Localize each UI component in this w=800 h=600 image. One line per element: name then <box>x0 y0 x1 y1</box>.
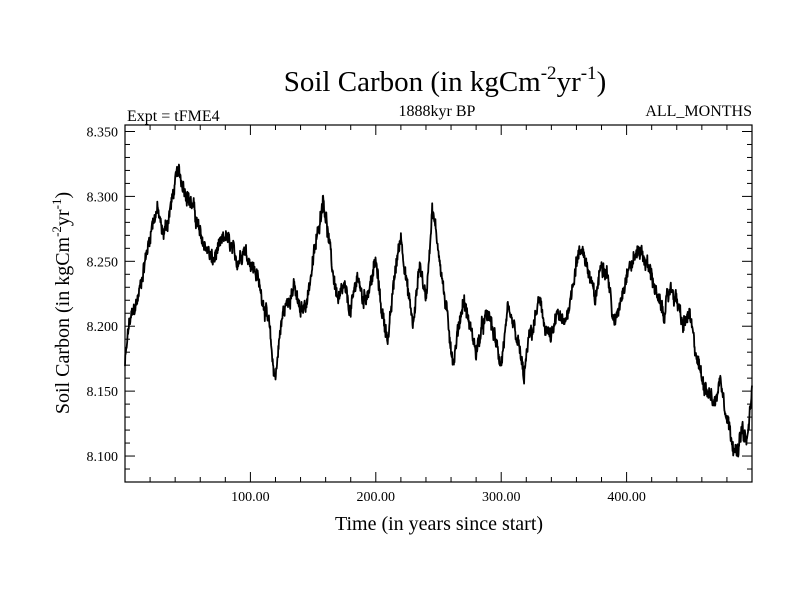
months-label: ALL_MONTHS <box>645 103 752 120</box>
experiment-label: Expt = tFME4 <box>127 108 220 125</box>
y-axis-ticks: 8.100 8.150 8.200 8.250 8.300 8.350 <box>87 125 752 470</box>
y-tick-label: 8.100 <box>87 450 119 465</box>
plot-frame <box>124 124 753 483</box>
x-axis-ticks: 100.00 200.00 300.00 400.00 <box>149 125 728 505</box>
y-tick-label: 8.350 <box>87 125 119 140</box>
time-period-label: 1888kyr BP <box>399 103 476 120</box>
y-tick-label: 8.300 <box>87 190 119 205</box>
x-tick-label: 200.00 <box>357 490 396 505</box>
y-tick-label: 8.250 <box>87 255 119 270</box>
x-tick-label: 100.00 <box>231 490 270 505</box>
x-tick-label: 400.00 <box>607 490 646 505</box>
y-tick-label: 8.150 <box>87 385 119 400</box>
chart-title: Soil Carbon (in kgCm-2yr-1) <box>284 63 606 98</box>
x-tick-label: 300.00 <box>482 490 521 505</box>
y-axis-label: Soil Carbon (in kgCm-2yr-1) <box>49 192 74 414</box>
soil-carbon-series-line <box>124 163 753 458</box>
y-tick-label: 8.200 <box>87 320 119 335</box>
x-axis-label: Time (in years since start) <box>335 513 543 535</box>
